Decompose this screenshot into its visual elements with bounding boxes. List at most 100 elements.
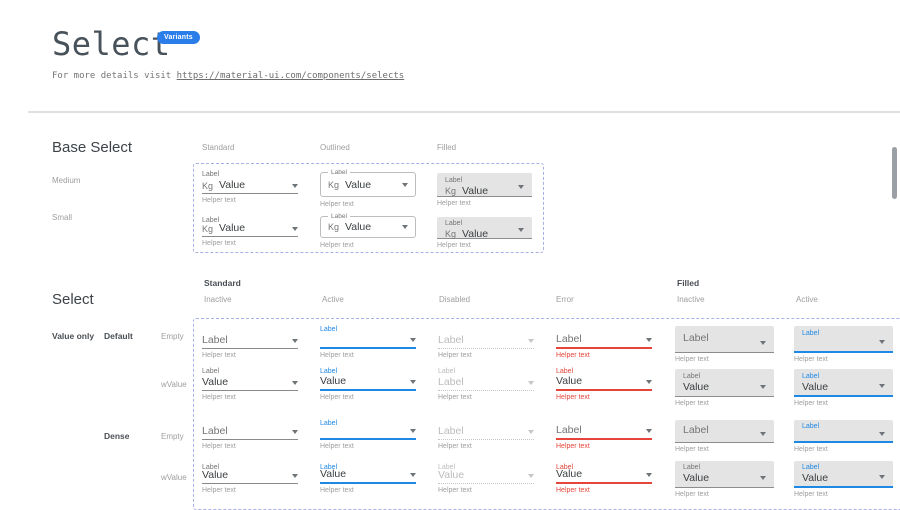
select-control[interactable] — [320, 334, 416, 349]
select-value: Value — [556, 375, 583, 387]
select-float-label: Label — [320, 420, 338, 427]
select-control[interactable]: Label — [202, 334, 298, 349]
select-float-label: Label — [802, 464, 820, 471]
select-control[interactable]: Label — [438, 376, 534, 391]
base-select-dashed-frame — [193, 163, 544, 253]
dropdown-arrow-icon — [646, 473, 652, 477]
select-float-label: Label — [438, 368, 456, 375]
select-control[interactable]: Value — [320, 375, 416, 391]
base-select-standard-small: Label Kg Value Helper text — [202, 216, 298, 247]
select-value: Value — [556, 468, 583, 480]
select-helper-text: Helper text — [202, 487, 236, 494]
select-control[interactable]: Label Value — [794, 369, 893, 397]
select-helper-text: Helper text — [320, 201, 354, 208]
rowlabel-medium: Medium — [52, 176, 81, 185]
colhead-active: Active — [322, 295, 344, 304]
select-helper-text: Helper text — [794, 446, 828, 453]
select-helper-text: Helper text — [202, 352, 236, 359]
scrollbar-thumb[interactable] — [892, 147, 897, 199]
select-helper-text: Helper text — [675, 491, 709, 498]
select-control[interactable]: Value — [202, 376, 298, 391]
select-float-label: Label — [802, 423, 820, 430]
select-filled-inactive-empty: Label Helper text — [675, 326, 774, 363]
rowlabel-small: Small — [52, 213, 73, 222]
dropdown-arrow-icon — [760, 476, 766, 480]
select-helper-text: Helper text — [202, 443, 236, 450]
select-adornment: Kg — [328, 179, 340, 190]
select-control[interactable]: Label Value — [675, 461, 774, 488]
select-control[interactable]: Label Kg Value — [437, 217, 532, 240]
select-float-label: Label — [802, 373, 820, 380]
select-control[interactable]: Label — [556, 333, 652, 349]
select-filled-active-empty: Label Helper text — [794, 326, 893, 363]
dropdown-arrow-icon — [292, 430, 298, 434]
select-control[interactable]: Label — [202, 425, 298, 440]
dropdown-arrow-icon — [760, 341, 766, 345]
select-control[interactable]: Label — [794, 326, 893, 353]
select-control[interactable]: Label Kg Value — [437, 173, 532, 197]
base-select-heading: Base Select — [52, 139, 133, 156]
select-adornment: Kg — [445, 229, 457, 239]
select-control[interactable]: Kg Value — [202, 179, 298, 194]
select-control[interactable]: Value — [556, 375, 652, 391]
select-standard-error-empty-dense: Label Helper text — [556, 424, 652, 450]
colhead-inactive: Inactive — [204, 295, 232, 304]
select-adornment: Kg — [202, 181, 214, 191]
dropdown-arrow-icon — [410, 380, 416, 384]
colhead-standard: Standard — [202, 143, 235, 152]
select-control[interactable]: Value — [320, 468, 416, 484]
select-float-label: Label — [445, 220, 463, 227]
dropdown-arrow-icon — [292, 474, 298, 478]
select-standard-active-empty: Label Helper text — [320, 325, 416, 359]
select-control[interactable]: Label Kg Value — [320, 213, 416, 238]
select-value: Value — [345, 178, 372, 191]
colhead-filled-inactive: Inactive — [677, 295, 705, 304]
docs-link[interactable]: https://material-ui.com/components/selec… — [176, 71, 405, 81]
select-value: Label — [438, 376, 464, 388]
select-control[interactable]: Label Value — [794, 461, 893, 488]
select-control[interactable]: Label — [438, 425, 534, 440]
select-control[interactable]: Label — [675, 326, 774, 353]
select-float-label: Label — [556, 368, 574, 375]
dropdown-arrow-icon — [402, 182, 408, 187]
select-control[interactable]: Value — [202, 469, 298, 484]
select-control[interactable]: Value — [438, 469, 534, 484]
select-control[interactable]: Value — [556, 468, 652, 484]
select-control[interactable]: Label — [556, 424, 652, 440]
select-control[interactable]: Label — [794, 420, 893, 443]
select-filled-active-wvalue-dense: Label Value Helper text — [794, 461, 893, 498]
intro-line: For more details visit https://material-… — [52, 71, 404, 81]
select-helper-text: Helper text — [320, 394, 354, 401]
select-helper-text: Helper text — [556, 352, 590, 359]
select-value: Value — [202, 469, 229, 481]
grouphead-standard: Standard — [204, 278, 241, 288]
select-standard-error-empty: Label Helper text — [556, 333, 652, 359]
select-control[interactable]: Kg Value — [202, 222, 298, 237]
dropdown-arrow-icon — [879, 340, 885, 344]
dropdown-arrow-icon — [528, 381, 534, 385]
select-standard-inactive-empty: Label Helper text — [202, 334, 298, 359]
select-control[interactable]: Label Value — [675, 369, 774, 397]
dropdown-arrow-icon — [292, 339, 298, 343]
select-float-label: Label — [202, 171, 220, 178]
select-helper-text: Helper text — [556, 487, 590, 494]
variants-badge: Variants — [157, 31, 200, 44]
select-value: Value — [462, 185, 489, 197]
base-select-standard-medium: Label Kg Value Helper text — [202, 170, 298, 204]
select-control[interactable]: Label Kg Value — [320, 169, 416, 197]
select-float-label: Label — [802, 330, 820, 337]
select-value: Value — [345, 221, 372, 233]
dropdown-arrow-icon — [410, 473, 416, 477]
colhead-outlined: Outlined — [320, 143, 350, 152]
select-helper-text: Helper text — [675, 356, 709, 363]
select-control[interactable] — [320, 428, 416, 440]
base-select-outlined-small: Label Kg Value Helper text — [320, 213, 416, 249]
colhead-disabled: Disabled — [439, 295, 471, 304]
select-control[interactable]: Label — [438, 334, 534, 349]
dropdown-arrow-icon — [879, 432, 885, 436]
select-value: Label — [438, 334, 464, 346]
select-control[interactable]: Label — [675, 420, 774, 443]
base-select-outlined-medium: Label Kg Value Helper text — [320, 169, 416, 208]
select-float-label: Label — [328, 213, 350, 221]
select-standard-inactive-empty-dense: Label Helper text — [202, 425, 298, 450]
